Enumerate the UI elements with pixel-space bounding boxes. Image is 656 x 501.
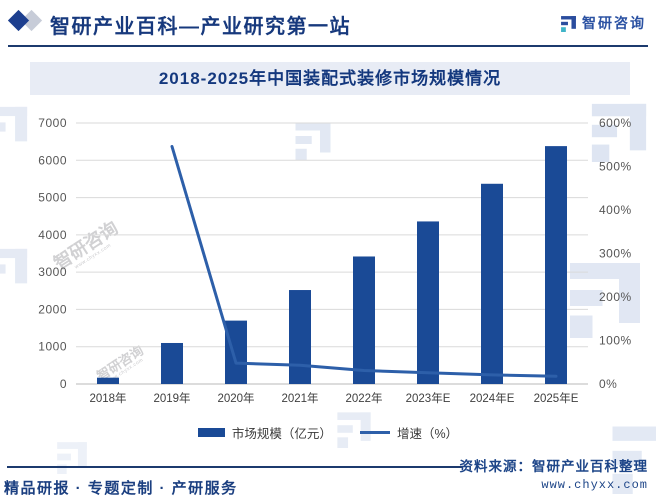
x-axis-label: 2021年 xyxy=(281,391,318,405)
source-block: 资料来源：智研产业百科整理 www.chyxx.com xyxy=(460,455,649,492)
bar-2018年 xyxy=(97,377,119,384)
left-axis-tick: 2000 xyxy=(38,302,67,316)
legend-line-label: 增速（%） xyxy=(396,427,459,441)
bar-2025年E xyxy=(545,146,567,384)
left-axis-tick: 0 xyxy=(60,377,67,391)
right-axis-tick: 400% xyxy=(599,203,632,217)
x-axis-label: 2024年E xyxy=(470,391,515,405)
x-axis-label: 2023年E xyxy=(406,391,451,405)
growth-line xyxy=(170,145,558,378)
website-link[interactable]: www.chyxx.com xyxy=(541,478,648,492)
bar-2020年 xyxy=(225,320,247,384)
x-axis-label: 2020年 xyxy=(217,391,254,405)
left-axis-tick: 4000 xyxy=(38,228,67,242)
legend-bar-label: 市场规模（亿元） xyxy=(231,427,332,441)
right-axis-tick: 300% xyxy=(599,247,632,261)
market-scale-chart: 0 1000 2000 3000 4000 5000 6000 7000 0% 100% 200% 3… xyxy=(38,116,632,405)
brand-name: 智研咨询 xyxy=(582,15,646,31)
chart-legend: 市场规模（亿元） 增速（%） xyxy=(0,423,656,442)
left-axis-tick: 6000 xyxy=(38,153,67,167)
left-axis-tick: 5000 xyxy=(38,191,67,205)
bar-2023年E xyxy=(417,221,439,384)
bar-2021年 xyxy=(289,290,311,384)
zhiyan-logo-icon xyxy=(561,15,576,32)
x-axis-label: 2025年E xyxy=(534,391,579,405)
source-label: 资料来源：智研产业百科整理 xyxy=(459,459,648,474)
services-tagline: 精品研报 · 专题定制 · 产研服务 xyxy=(4,480,238,497)
right-axis-tick: 0% xyxy=(599,377,617,391)
header-divider xyxy=(8,45,648,47)
brand-logo: 智研咨询 xyxy=(560,13,646,33)
legend-bar-swatch xyxy=(197,428,225,437)
diamond-icon xyxy=(7,9,30,32)
right-axis-tick: 600% xyxy=(599,116,632,130)
footer-divider xyxy=(7,466,462,468)
left-axis-tick: 3000 xyxy=(38,265,67,279)
left-axis-tick: 7000 xyxy=(38,116,67,130)
left-axis-tick: 1000 xyxy=(38,340,67,354)
x-axis-label: 2019年 xyxy=(153,391,190,405)
site-title: 智研产业百科—产业研究第一站 xyxy=(50,16,351,38)
right-axis-tick: 200% xyxy=(599,290,632,304)
x-axis-label: 2018年 xyxy=(89,391,126,405)
zhiyan-watermark-icon xyxy=(57,442,87,474)
bar-2022年 xyxy=(353,256,375,384)
bar-2019年 xyxy=(161,342,183,384)
chart-title: 2018-2025年中国装配式装修市场规模情况 xyxy=(30,62,630,95)
right-axis-tick: 500% xyxy=(599,160,632,174)
bar-2024年E xyxy=(481,183,503,384)
right-axis-tick: 100% xyxy=(599,334,632,348)
legend-line-swatch xyxy=(359,431,390,434)
x-axis-label: 2022年 xyxy=(345,391,382,405)
